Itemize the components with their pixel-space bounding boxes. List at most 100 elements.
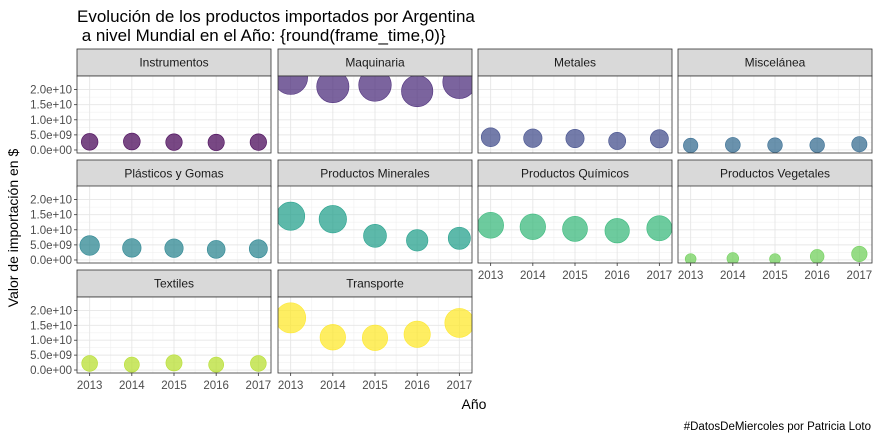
y-tick-label: 0.0e+00 <box>30 365 72 377</box>
x-tick-label: 2017 <box>246 380 272 392</box>
strip-label-productos-minerales: Productos Minerales <box>320 167 429 181</box>
data-point-maquinaria-2016 <box>401 76 434 108</box>
points-miscelanea <box>683 136 868 153</box>
strip-label-miscelanea: Miscelánea <box>745 56 806 70</box>
data-point-productos-quimicos-2017 <box>646 215 672 242</box>
data-point-plasticos-y-gomas-2016 <box>206 240 226 259</box>
data-point-productos-minerales-2016 <box>406 229 429 252</box>
facet-miscelanea: Miscelánea <box>677 48 873 154</box>
x-tick-label: 2013 <box>478 270 504 282</box>
panel-border-plasticos-y-gomas <box>76 185 272 264</box>
panel-border-miscelanea <box>677 75 873 154</box>
x-tick-label: 2016 <box>404 380 430 392</box>
x-tick-label: 2013 <box>77 380 103 392</box>
data-point-productos-minerales-2017 <box>447 226 471 250</box>
x-tick-label: 2014 <box>119 380 145 392</box>
x-tick-label: 2016 <box>604 270 630 282</box>
data-point-productos-vegetales-2017 <box>851 245 868 262</box>
facet-productos-quimicos: Productos Químicos 2013 2014 2015 2016 2017 <box>477 159 673 282</box>
points-productos-vegetales <box>684 245 868 263</box>
strip-metales <box>477 48 673 77</box>
data-point-textiles-2016 <box>208 356 225 373</box>
data-point-plasticos-y-gomas-2015 <box>164 238 184 258</box>
data-point-transporte-2014 <box>319 324 346 351</box>
y-tick-label: 1.0e+10 <box>30 335 72 347</box>
x-tick-label: 2017 <box>447 380 473 392</box>
facet-instrumentos: Instrumentos 0.0e+00 5.0e+09 1.0e+10 1.5e+10… <box>30 48 272 157</box>
x-tick-label: 2014 <box>720 270 746 282</box>
points-instrumentos <box>80 132 267 151</box>
data-point-maquinaria-2017 <box>442 76 472 99</box>
data-point-instrumentos-2015 <box>165 133 183 151</box>
data-point-textiles-2013 <box>81 355 98 372</box>
strip-label-instrumentos: Instrumentos <box>139 56 208 70</box>
points-plasticos-y-gomas <box>79 235 268 259</box>
data-point-productos-minerales-2014 <box>318 205 347 234</box>
facet-maquinaria: Maquinaria <box>277 48 473 154</box>
strip-instrumentos <box>76 48 272 77</box>
points-maquinaria <box>278 76 472 108</box>
strip-label-textiles: Textiles <box>154 277 194 291</box>
y-tick-label: 2.0e+10 <box>30 85 72 97</box>
y-tick-label: 1.5e+10 <box>30 320 72 332</box>
strip-label-transporte: Transporte <box>346 277 404 291</box>
data-point-metales-2014 <box>523 128 543 148</box>
data-point-instrumentos-2016 <box>207 133 225 151</box>
data-point-maquinaria-2015 <box>358 76 392 102</box>
strip-productos-vegetales <box>677 159 873 188</box>
y-tick-label: 1.0e+10 <box>30 115 72 127</box>
x-tick-label: 2015 <box>762 270 788 282</box>
x-tick-label: 2014 <box>520 270 546 282</box>
points-productos-minerales <box>278 201 471 252</box>
data-point-instrumentos-2013 <box>80 133 99 151</box>
y-tick-label: 2.0e+10 <box>30 305 72 317</box>
facet-productos-vegetales: Productos Vegetales 2013 2014 2015 2016 2017 <box>677 159 873 282</box>
data-point-productos-vegetales-2013 <box>684 253 697 263</box>
strip-label-productos-vegetales: Productos Vegetales <box>720 167 830 181</box>
data-point-textiles-2015 <box>165 354 183 372</box>
data-point-metales-2017 <box>649 129 669 149</box>
x-tick-label: 2017 <box>847 270 873 282</box>
strip-label-maquinaria: Maquinaria <box>345 56 405 70</box>
data-point-transporte-2016 <box>403 320 431 348</box>
x-tick-label: 2016 <box>804 270 830 282</box>
data-point-maquinaria-2014 <box>316 76 350 104</box>
strip-label-plasticos-y-gomas: Plásticos y Gomas <box>124 167 223 181</box>
strip-textiles <box>76 269 272 298</box>
data-point-plasticos-y-gomas-2013 <box>79 235 100 256</box>
facet-textiles: Textiles 0.0e+00 5.0e+09 1.0e+10 1.5e+10 2.0e… <box>30 269 272 392</box>
panel-border-metales <box>477 75 673 154</box>
data-point-instrumentos-2017 <box>249 133 267 151</box>
data-point-productos-vegetales-2015 <box>769 253 781 263</box>
strip-maquinaria <box>277 48 473 77</box>
x-tick-label: 2014 <box>320 380 346 392</box>
x-tick-label: 2015 <box>362 380 388 392</box>
panel-border-maquinaria <box>277 75 473 154</box>
data-point-miscelanea-2016 <box>809 137 825 153</box>
data-point-plasticos-y-gomas-2017 <box>248 239 268 259</box>
caption: #DatosDeMiercoles por Patricia Loto <box>684 421 871 433</box>
strip-miscelanea <box>677 48 873 77</box>
x-axis-title: Año <box>462 396 487 412</box>
data-point-maquinaria-2013 <box>278 76 308 95</box>
y-tick-label: 1.5e+10 <box>30 100 72 112</box>
x-tick-label: 2015 <box>562 270 588 282</box>
facet-transporte: Transporte 2013 2014 2015 2016 2017 <box>277 269 473 392</box>
panel-border-productos-minerales <box>277 185 473 264</box>
chart-title-line1: Evolución de los productos importados po… <box>77 7 475 26</box>
facet-plasticos-y-gomas: Plásticos y Gomas 0.0e+00 5.0e+09 1.0e+10 1.… <box>30 159 272 267</box>
y-tick-label: 0.0e+00 <box>30 255 72 267</box>
y-tick-label: 2.0e+10 <box>30 195 72 207</box>
y-tick-label: 1.5e+10 <box>30 210 72 222</box>
x-tick-label: 2015 <box>161 380 187 392</box>
strip-label-productos-quimicos: Productos Químicos <box>521 167 629 181</box>
facet-productos-minerales: Productos Minerales <box>277 159 473 264</box>
data-point-metales-2016 <box>608 132 627 150</box>
y-tick-label: 5.0e+09 <box>30 240 72 252</box>
data-point-productos-minerales-2015 <box>363 224 387 248</box>
x-tick-label: 2013 <box>278 380 304 392</box>
data-point-miscelanea-2014 <box>725 137 741 153</box>
data-point-transporte-2015 <box>361 324 389 351</box>
data-point-transporte-2013 <box>278 302 307 334</box>
y-tick-label: 1.0e+10 <box>30 225 72 237</box>
